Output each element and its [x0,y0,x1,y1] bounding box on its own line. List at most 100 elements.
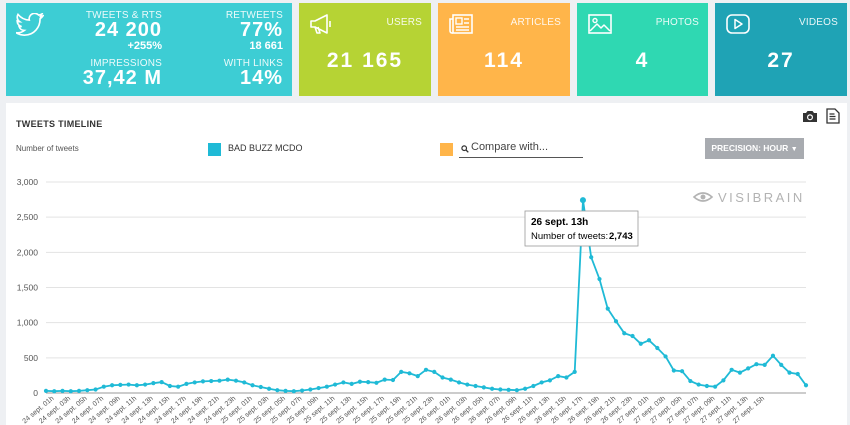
tooltip-title: 26 sept. 13h [531,217,588,228]
series-point [324,384,329,389]
precision-label: PRECISION: HOUR [711,143,789,153]
series-point [126,382,131,387]
series-point [225,377,230,382]
series-legend-label[interactable]: BAD BUZZ MCDO [228,143,303,153]
series-point [432,369,437,374]
series-point [374,380,379,385]
series-point [275,388,280,393]
series-point [349,381,354,386]
series-point [523,386,528,391]
series-point [754,362,759,367]
links-value: 14% [239,67,283,89]
tooltip-label: Number of tweets: [531,231,608,242]
series-point [547,378,553,383]
series-point [729,367,734,372]
series-point [746,366,751,371]
series-point [514,388,519,393]
series-point [564,375,569,380]
users-value: 21 165 [326,49,404,72]
precision-dropdown[interactable]: PRECISION: HOUR ▼ [705,138,804,159]
series-point [539,380,544,385]
series-point [688,378,693,384]
series-point [192,380,197,385]
series-point [440,375,445,380]
series-point [250,383,255,388]
photos-tile[interactable]: PHOTOS 4 [577,3,708,96]
series-point [795,371,800,377]
series-point [622,331,627,336]
y-axis-ticks: 0 500 1,000 1,500 2,000 2,500 3,000 [17,177,39,398]
y-tick-label: 2,500 [17,212,39,222]
series-point-peak [579,197,586,204]
compare-field[interactable] [459,140,583,158]
export-document-icon[interactable] [826,108,840,124]
series-point [489,386,495,391]
series-point [308,387,313,392]
series-line-bad-buzz-mcdo [45,199,807,393]
series-point [366,379,371,385]
y-axis-label: Number of tweets [16,144,79,153]
series-point [390,377,396,383]
compare-swatch[interactable] [440,143,453,156]
series-point [167,383,173,389]
series-point [101,384,106,389]
series-point [473,383,478,389]
y-tick-label: 2,000 [17,247,39,257]
series-point [266,386,272,391]
series-point [671,368,676,373]
chart-grid [46,181,806,394]
series-point [415,374,420,379]
y-tick-label: 3,000 [17,177,39,187]
series-point [713,384,718,389]
eye-pupil [700,194,706,200]
series-point [679,369,685,374]
search-icon [461,145,469,153]
retweets-pct: 77% [239,19,283,41]
series-point [762,362,767,367]
series-point [498,387,503,392]
tweets-timeline-chart[interactable]: 0 500 1,000 1,500 2,000 2,500 3,000 24 sept. 0… [6,103,847,425]
articles-tile[interactable]: ARTICLES 114 [438,3,570,96]
series-point [589,255,594,260]
series-point [448,377,453,382]
series-point [481,385,486,390]
series-point [597,276,602,282]
series-point [109,383,115,388]
links-label: WITH LINKS [223,58,283,69]
retweets-label: RETWEETS [225,10,283,21]
series-point [233,378,239,383]
tooltip-value: 2,743 [609,231,633,242]
users-label: USERS [386,17,422,28]
y-tick-label: 1,500 [17,283,39,293]
camera-icon[interactable] [802,109,818,123]
series-point [209,378,214,384]
tweets-change: +255% [127,40,162,52]
series-point [283,388,288,393]
photos-label: PHOTOS [655,17,699,28]
series-point [531,383,536,389]
timeline-title: TWEETS TIMELINE [16,119,103,129]
series-point [43,388,49,393]
series-point [341,380,346,385]
newspaper-icon [449,14,473,34]
series-point [696,382,701,387]
tweets-value: 24 200 [94,19,162,41]
users-tile[interactable]: USERS 21 165 [299,3,431,96]
series-point [333,382,338,387]
tweets-tile[interactable]: TWEETS & RTS 24 200 +255% IMPRESSIONS 37… [6,3,292,96]
series-point [242,380,247,385]
series-swatch[interactable] [208,143,221,156]
series-point [465,382,470,387]
series-point [176,384,181,389]
series-point [382,377,387,382]
series-point [506,387,511,392]
megaphone-icon [310,14,331,34]
videos-tile[interactable]: VIDEOS 27 [715,3,847,96]
videos-label: VIDEOS [799,17,838,28]
series-point [630,333,635,339]
compare-input[interactable] [471,141,581,153]
tweets-label: TWEETS & RTS [85,10,162,21]
series-point [60,388,65,393]
y-tick-label: 0 [33,388,38,398]
series-point [217,378,222,383]
